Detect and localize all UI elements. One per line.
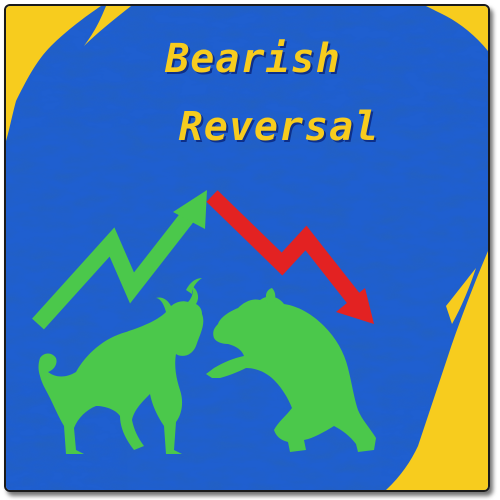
up-trend-arrow [32,190,207,330]
bull-figure [38,278,204,454]
yellow-stroke-bottom-right-2 [446,268,476,324]
bear-figure [206,288,376,452]
yellow-stroke-bottom-right [386,251,488,490]
yellow-stroke-top-left-2 [84,6,131,46]
down-trend-arrow [206,190,374,324]
yellow-stroke-top-right [426,6,488,51]
title-line-1: Bearish [165,36,341,82]
artwork [6,6,488,490]
title-line-2: Reversal [178,104,380,150]
bearish-reversal-card: Bearish Reversal [4,4,490,492]
yellow-stroke-top-left [6,6,101,141]
